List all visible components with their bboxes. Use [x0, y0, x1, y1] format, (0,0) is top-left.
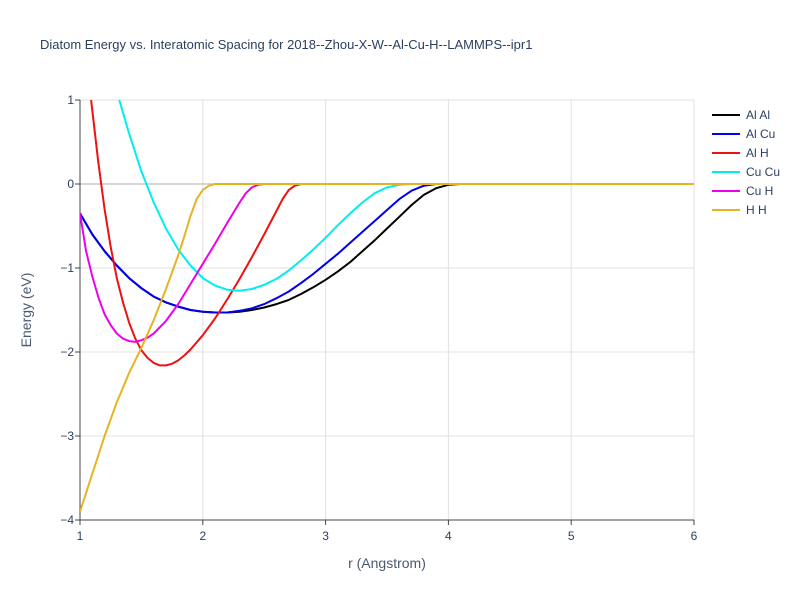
- series-line-cu-cu: [118, 100, 694, 292]
- y-axis: 1 0 −1 −2 −3 −4: [60, 93, 74, 527]
- y-tick-label: −1: [60, 261, 74, 275]
- legend-label-al-h: Al H: [746, 146, 769, 160]
- y-axis-title: Energy (eV): [18, 273, 34, 348]
- legend-label-al-al: Al Al: [746, 108, 770, 122]
- legend-label-cu-h: Cu H: [746, 184, 773, 198]
- x-tick-label: 1: [77, 529, 84, 543]
- grid: [75, 99, 695, 525]
- x-tick-label: 6: [691, 529, 698, 543]
- plot-area: [80, 100, 694, 512]
- y-tick-label: −4: [60, 513, 74, 527]
- x-axis: 1 2 3 4 5 6: [77, 529, 698, 543]
- x-axis-title: r (Angstrom): [348, 555, 426, 571]
- x-tick-label: 2: [199, 529, 206, 543]
- series-line-cu-h: [80, 183, 694, 343]
- y-tick-label: −3: [60, 429, 74, 443]
- x-tick-label: 3: [322, 529, 329, 543]
- legend-label-al-cu: Al Cu: [746, 127, 775, 141]
- series-line-al-h: [90, 100, 694, 367]
- x-tick-label: 5: [568, 529, 575, 543]
- chart-title: Diatom Energy vs. Interatomic Spacing fo…: [40, 37, 532, 52]
- legend-label-cu-cu: Cu Cu: [746, 165, 780, 179]
- y-tick-label: 1: [67, 93, 74, 107]
- y-tick-label: −2: [60, 345, 74, 359]
- legend-label-h-h: H H: [746, 203, 767, 217]
- series-line-al-al: [80, 183, 694, 314]
- legend: Al Al Al Cu Al H Cu Cu Cu H H H: [712, 108, 780, 217]
- series-line-h-h: [80, 183, 694, 512]
- x-tick-label: 4: [445, 529, 452, 543]
- y-tick-label: 0: [67, 177, 74, 191]
- series-line-al-cu: [80, 183, 694, 314]
